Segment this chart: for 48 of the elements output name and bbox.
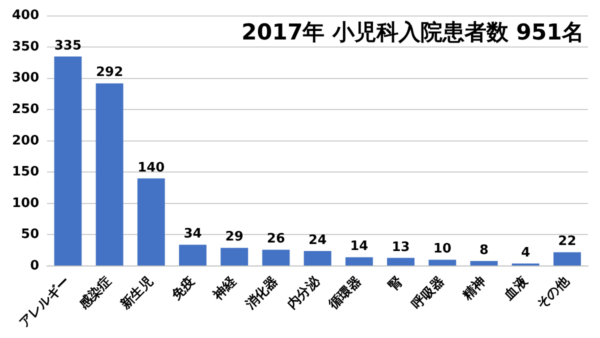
y-tick-label: 200 <box>12 133 40 148</box>
data-label: 26 <box>266 232 286 247</box>
bar <box>262 250 290 266</box>
x-tick-label: 内分泌 <box>284 272 324 312</box>
bar <box>96 83 124 266</box>
bar <box>179 244 206 266</box>
data-label: 24 <box>308 232 327 248</box>
y-tick-label: 0 <box>30 258 40 274</box>
data-label: 8 <box>479 242 489 258</box>
data-label: 13 <box>392 240 410 255</box>
bar <box>387 258 415 266</box>
data-label: 22 <box>558 234 576 250</box>
x-tick-label: 血液 <box>500 272 532 304</box>
chart-title: 2017年 小児科入院患者数 951名 <box>242 20 584 46</box>
x-tick-label: 神経 <box>209 272 240 304</box>
data-label: 29 <box>225 230 244 245</box>
data-label: 292 <box>96 65 124 80</box>
x-tick-label: 腎 <box>386 273 407 294</box>
data-label: 34 <box>184 226 202 242</box>
x-tick-label: 精神 <box>458 273 490 304</box>
bar <box>304 250 332 266</box>
x-tick-label: 免疫 <box>168 273 198 304</box>
y-tick-label: 100 <box>12 196 40 211</box>
bar <box>54 56 82 266</box>
x-tick-label: 循環器 <box>325 274 364 314</box>
x-tick-label: アレルギー <box>16 274 74 331</box>
data-label: 14 <box>350 239 368 254</box>
x-tick-label: 新生児 <box>116 273 156 314</box>
bar <box>428 260 456 266</box>
x-tick-label: 消化器 <box>242 274 282 314</box>
bar <box>220 248 248 266</box>
x-tick-label: 呼吸器 <box>408 273 448 312</box>
data-label: 140 <box>138 160 165 176</box>
data-label: 4 <box>521 245 530 260</box>
y-tick-label: 300 <box>12 70 40 86</box>
bar <box>137 178 165 266</box>
data-label: 335 <box>54 38 82 54</box>
y-tick-label: 250 <box>12 102 40 118</box>
y-tick-label: 350 <box>12 39 40 54</box>
y-tick-label: 400 <box>12 8 40 24</box>
y-tick-label: 150 <box>12 164 40 180</box>
bar <box>345 257 373 266</box>
bar <box>553 252 581 266</box>
x-tick-label: その他 <box>534 273 574 312</box>
x-tick-label: 感染症 <box>75 273 115 314</box>
y-tick-label: 50 <box>21 227 40 242</box>
bar <box>470 261 498 266</box>
data-label: 10 <box>433 242 452 257</box>
